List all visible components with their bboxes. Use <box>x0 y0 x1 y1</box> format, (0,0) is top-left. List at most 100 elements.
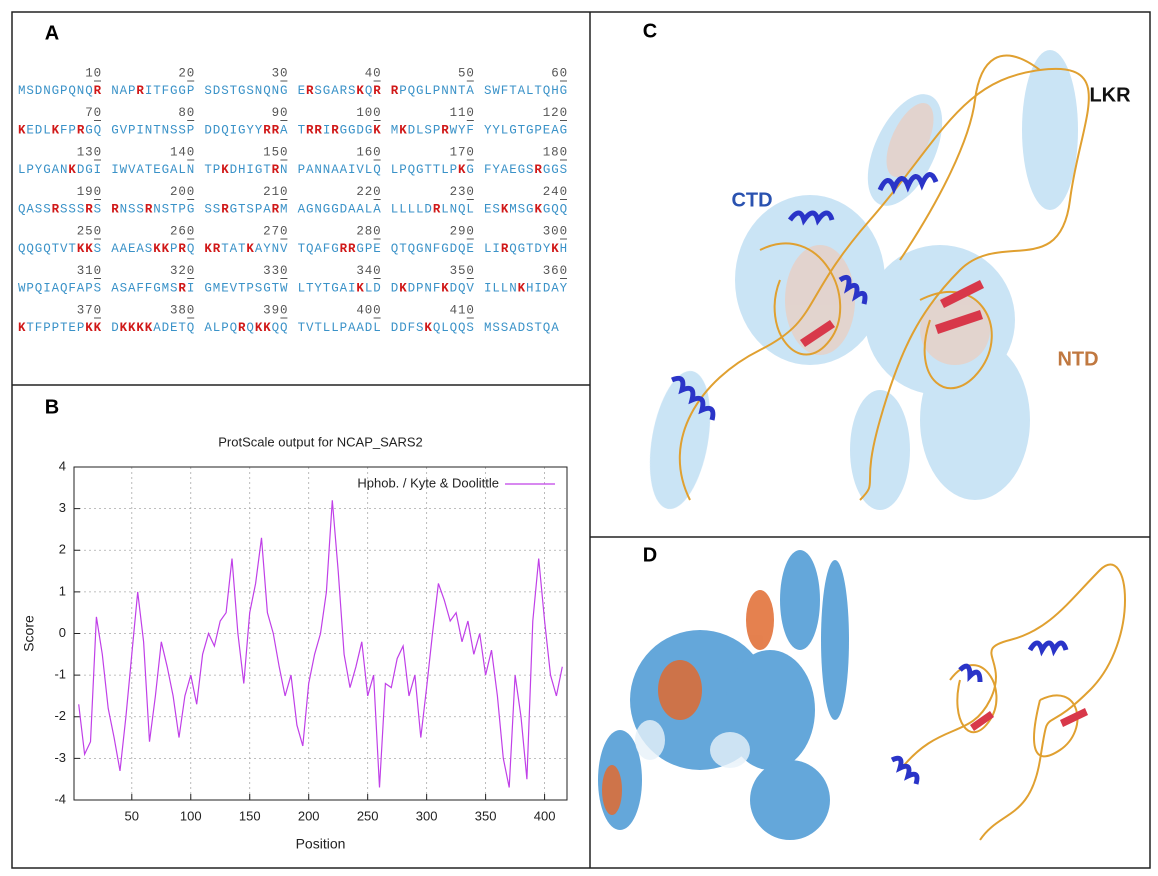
highlighted-residue: R <box>501 242 509 256</box>
highlighted-residue: R <box>94 84 102 98</box>
residue: QLQQS <box>433 321 475 335</box>
highlighted-residue: K <box>399 282 407 296</box>
residue: PQGLPNNTA <box>399 84 475 98</box>
highlighted-residue: R <box>85 203 93 217</box>
highlighted-residue: R <box>306 84 314 98</box>
residue-number: 40 <box>365 66 382 80</box>
y-tick-label: -1 <box>54 667 66 682</box>
highlighted-residue: R <box>111 203 119 217</box>
residue: LNQL <box>441 203 475 217</box>
y-tick-label: -3 <box>54 750 66 765</box>
residue-number: 350 <box>450 264 475 278</box>
x-tick-label: 400 <box>534 808 556 823</box>
residue: N <box>280 163 288 177</box>
panel-label: D <box>643 544 657 566</box>
residue-number: 200 <box>170 185 195 199</box>
y-tick-label: 4 <box>59 458 66 473</box>
residue: P <box>170 242 178 256</box>
x-tick-label: 350 <box>475 808 497 823</box>
highlighted-residue: K <box>551 242 559 256</box>
residue: ASAFFGMS <box>111 282 178 296</box>
residue: S <box>94 242 102 256</box>
x-tick-label: 200 <box>298 808 320 823</box>
highlighted-residue: K <box>518 282 526 296</box>
highlighted-residue: K <box>458 163 466 177</box>
residue: QGTDY <box>509 242 551 256</box>
highlighted-residue: K <box>356 282 364 296</box>
sequence-group: WPQIAQFAPS <box>18 282 102 296</box>
residue: DPNF <box>408 282 442 296</box>
structure-illustration <box>598 550 1126 841</box>
residue: I <box>323 124 331 138</box>
residue: GGDG <box>340 124 374 138</box>
highlighted-residue: R <box>136 84 144 98</box>
residue: NSS <box>120 203 145 217</box>
residue: AGNGGDAALA <box>298 203 382 217</box>
residue-number: 120 <box>543 106 568 120</box>
y-tick-label: 1 <box>59 583 66 598</box>
residue: YYLGTGPEAG <box>484 124 568 138</box>
residue: AAEAS <box>111 242 153 256</box>
sequence-group: LTYTGAIKLD <box>298 282 382 296</box>
sequence-group: ASAFFGMSRI <box>111 282 195 296</box>
residue: TQAFG <box>298 242 340 256</box>
highlighted-residue: R <box>238 321 246 335</box>
sequence-group: SSRGTSPARM <box>204 203 288 217</box>
residue: DQV <box>450 282 475 296</box>
residue-number: 10 <box>85 66 102 80</box>
panel-label: A <box>45 22 59 44</box>
residue-number: 410 <box>450 303 475 317</box>
residue: A <box>280 124 288 138</box>
sequence-group: PANNAAIVLQ <box>298 163 382 177</box>
sequence-group: NAPRITFGGP <box>111 84 195 98</box>
annotation: NTD <box>1057 348 1098 370</box>
sequence-group: ALPQRQKKQQ <box>204 321 288 335</box>
sequence-group: ERSGARSKQR <box>298 84 382 98</box>
residue: LPYGAN <box>18 163 68 177</box>
residue: GTSPA <box>230 203 272 217</box>
residue: TVTLLPAADL <box>298 321 382 335</box>
residue: I <box>187 282 195 296</box>
highlighted-residue: KK <box>255 321 272 335</box>
residue-number: 270 <box>263 224 288 238</box>
highlighted-residue: K <box>373 124 381 138</box>
highlighted-residue: KR <box>204 242 221 256</box>
residue: GPE <box>356 242 381 256</box>
residue-number: 70 <box>85 106 102 120</box>
sequence-group: KRTATKAYNV <box>204 242 288 256</box>
residue: DLSP <box>408 124 442 138</box>
residue: H <box>560 242 568 256</box>
x-axis-label: Position <box>296 836 346 852</box>
sequence-group: KTFPPTEPKK <box>18 321 102 335</box>
residue-number: 20 <box>178 66 195 80</box>
sequence-group: LLLLDRLNQL <box>391 203 475 217</box>
sequence-group: IWVATEGALN <box>111 163 195 177</box>
sequence-group: GVPINTNSSP <box>111 124 195 138</box>
x-tick-label: 100 <box>180 808 202 823</box>
residue: GQ <box>85 124 102 138</box>
sequence-group: MKDLSPRWYF <box>391 124 475 138</box>
y-tick-label: 0 <box>59 625 66 640</box>
residue: QTQGNFGDQE <box>391 242 475 256</box>
residue: LTYTGAI <box>298 282 357 296</box>
structure-illustration: CTD LKR NTD <box>649 50 1131 510</box>
sequence-group: DDQIGYYRRA <box>204 124 288 138</box>
legend-label: Hphob. / Kyte & Doolittle <box>357 475 499 490</box>
highlighted-residue: R <box>178 282 186 296</box>
highlighted-residue: R <box>178 242 186 256</box>
x-tick-label: 300 <box>416 808 438 823</box>
residue-number: 260 <box>170 224 195 238</box>
sequence-group: AAEASKKPRQ <box>111 242 195 256</box>
y-tick-label: 2 <box>59 542 66 557</box>
highlighted-residue: K <box>534 203 542 217</box>
highlighted-residue: RR <box>340 242 357 256</box>
residue: LPQGTTLP <box>391 163 458 177</box>
highlighted-residue: KK <box>153 242 170 256</box>
highlighted-residue: K <box>52 124 60 138</box>
sequence-group: TPKDHIGTRN <box>204 163 288 177</box>
residue: MSDNGPQNQ <box>18 84 94 98</box>
residue: E <box>298 84 306 98</box>
residue: DDFS <box>391 321 425 335</box>
residue: ILLN <box>484 282 518 296</box>
